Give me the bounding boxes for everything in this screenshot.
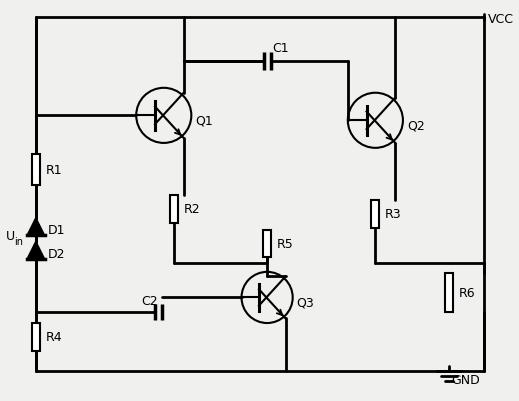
Text: U: U (6, 229, 16, 242)
Text: Q3: Q3 (297, 296, 315, 309)
Text: C2: C2 (141, 294, 158, 307)
Bar (170, 196, 177, 223)
Text: VCC: VCC (487, 13, 514, 26)
Bar (32, 154, 40, 186)
Text: GND: GND (451, 373, 480, 386)
Text: C1: C1 (272, 42, 289, 55)
Text: D1: D1 (48, 223, 65, 237)
Text: Q1: Q1 (195, 115, 213, 128)
Bar (372, 200, 379, 228)
Polygon shape (27, 218, 45, 236)
Polygon shape (27, 242, 45, 259)
Text: R6: R6 (459, 286, 475, 299)
Text: R1: R1 (46, 164, 62, 176)
Text: R4: R4 (46, 330, 62, 343)
Bar (445, 273, 453, 312)
Text: in: in (14, 237, 23, 247)
Bar (263, 230, 271, 257)
Text: R2: R2 (183, 203, 200, 216)
Text: Q2: Q2 (407, 119, 425, 132)
Text: D2: D2 (48, 247, 65, 260)
Text: R5: R5 (277, 237, 294, 250)
Text: R3: R3 (385, 208, 402, 221)
Bar (32, 323, 40, 351)
